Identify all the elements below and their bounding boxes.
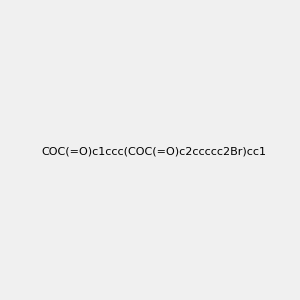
Text: COC(=O)c1ccc(COC(=O)c2ccccc2Br)cc1: COC(=O)c1ccc(COC(=O)c2ccccc2Br)cc1 [41, 146, 266, 157]
